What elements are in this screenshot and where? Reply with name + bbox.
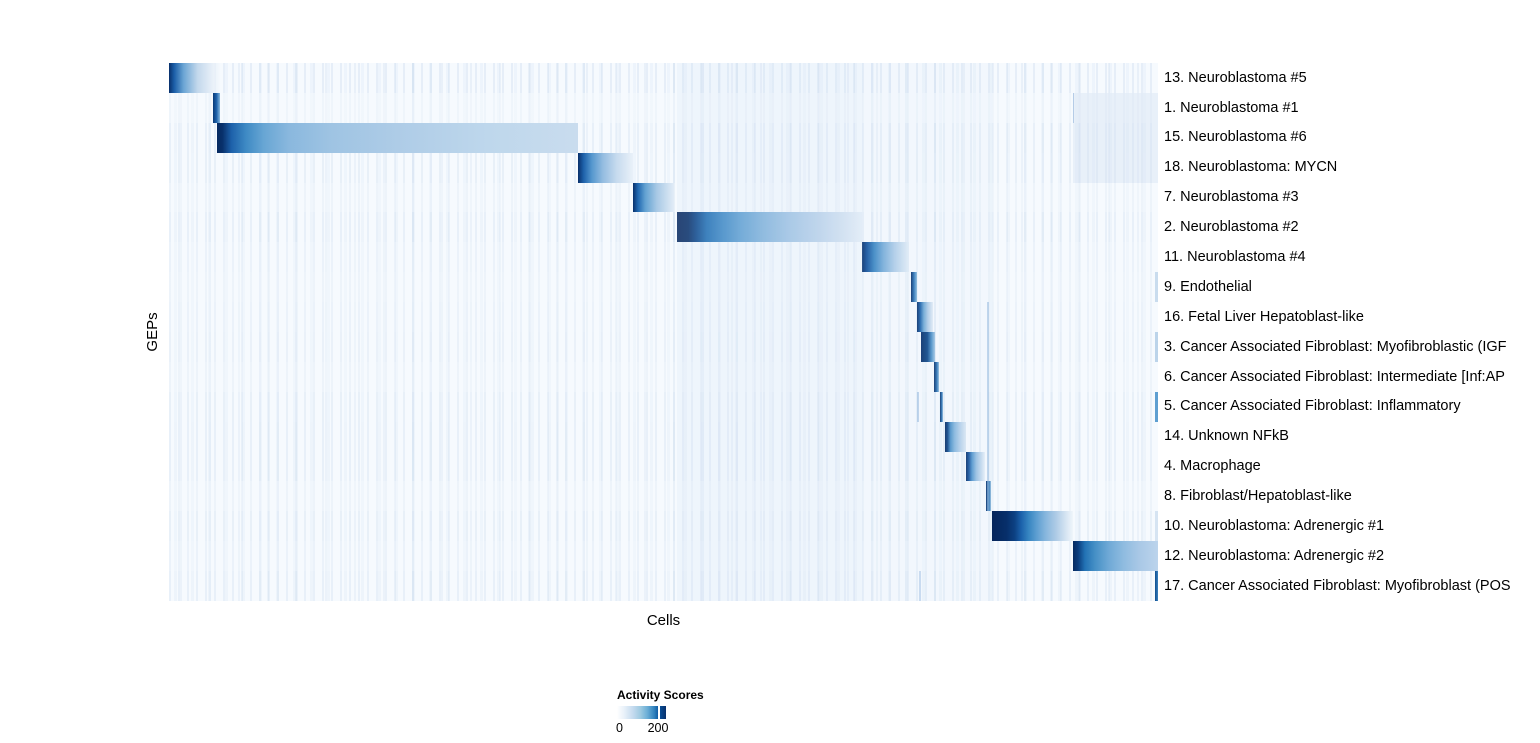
edge-accent-cell — [1154, 272, 1158, 303]
heatmap-row — [169, 332, 1158, 362]
heatmap-row — [169, 272, 1158, 303]
accent-stripe — [917, 391, 920, 422]
activity-block — [965, 451, 985, 482]
activity-block — [945, 421, 967, 452]
row-label: 2. Neuroblastoma #2 — [1164, 219, 1299, 236]
row-label: 3. Cancer Associated Fibroblast: Myofibr… — [1164, 338, 1507, 355]
row-label: 1. Neuroblastoma #1 — [1164, 99, 1299, 116]
row-background-stripes — [169, 421, 1158, 452]
row-label: 17. Cancer Associated Fibroblast: Myofib… — [1164, 577, 1511, 594]
activity-block — [934, 361, 940, 392]
activity-block — [862, 242, 909, 273]
colorbar-tick-mark — [658, 706, 660, 719]
x-axis-label: Cells — [646, 612, 681, 629]
activity-block — [992, 511, 1074, 542]
legend-title: Activity Scores — [617, 688, 704, 702]
row-label: 9. Endothelial — [1164, 278, 1252, 295]
activity-block — [676, 212, 864, 243]
heatmap-plot — [169, 63, 1158, 601]
heatmap-row — [169, 481, 1158, 512]
heatmap-row — [169, 63, 1158, 93]
heatmap-row — [169, 302, 1158, 332]
edge-accent-cell — [1154, 332, 1158, 362]
row-background-stripes — [169, 63, 1158, 93]
activity-block — [578, 152, 634, 183]
colorbar-tick-labels: 0 200 — [616, 721, 669, 735]
activity-block — [1154, 571, 1158, 601]
activity-block — [213, 92, 220, 123]
heatmap-row — [169, 242, 1158, 273]
row-background-stripes — [169, 571, 1158, 601]
accent-stripe — [918, 571, 921, 601]
row-background-stripes — [169, 361, 1158, 392]
column-band-tint — [1072, 92, 1158, 183]
row-background-stripes — [169, 272, 1158, 303]
heatmap-row — [169, 182, 1158, 213]
heatmap-row — [169, 421, 1158, 452]
row-labels: 13. Neuroblastoma #5 1. Neuroblastoma #1 1… — [1164, 63, 1540, 601]
row-background-stripes — [169, 242, 1158, 273]
row-background-stripes — [169, 212, 1158, 243]
row-label: 12. Neuroblastoma: Adrenergic #2 — [1164, 547, 1385, 564]
column-band-tint — [676, 63, 864, 601]
legend-tick-min: 0 — [616, 721, 623, 735]
heatmap-row — [169, 152, 1158, 183]
heatmap-row — [169, 361, 1158, 392]
heatmap-row — [169, 122, 1158, 153]
row-label: 8. Fibroblast/Hepatoblast-like — [1164, 488, 1352, 505]
row-label: 5. Cancer Associated Fibroblast: Inflamm… — [1164, 398, 1461, 415]
row-background-stripes — [169, 481, 1158, 512]
row-background-stripes — [169, 541, 1158, 572]
column-band-tint — [863, 63, 993, 601]
row-label: 15. Neuroblastoma #6 — [1164, 129, 1307, 146]
activity-block — [169, 63, 222, 93]
heatmap-row — [169, 511, 1158, 542]
row-background-stripes — [169, 451, 1158, 482]
row-label: 4. Macrophage — [1164, 458, 1261, 475]
heatmap-row — [169, 571, 1158, 601]
heatmap-row — [169, 391, 1158, 422]
colorbar-gradient — [617, 706, 666, 719]
heatmap-row — [169, 212, 1158, 243]
activity-block — [916, 302, 933, 332]
heatmap-row — [169, 541, 1158, 572]
activity-block — [910, 272, 917, 303]
edge-accent-cell — [1154, 511, 1158, 542]
activity-block — [921, 332, 935, 362]
legend-tick-max: 200 — [647, 721, 669, 735]
accent-stripe — [1072, 92, 1075, 123]
row-label: 16. Fetal Liver Hepatoblast-like — [1164, 308, 1364, 325]
accent-stripe — [986, 302, 990, 512]
row-label: 18. Neuroblastoma: MYCN — [1164, 159, 1338, 176]
row-label: 13. Neuroblastoma #5 — [1164, 69, 1307, 86]
heatmap-row — [169, 92, 1158, 123]
row-label: 7. Neuroblastoma #3 — [1164, 189, 1299, 206]
row-label: 14. Unknown NFkB — [1164, 428, 1289, 445]
activity-block — [1072, 541, 1158, 572]
row-background-stripes — [169, 332, 1158, 362]
row-background-stripes — [169, 92, 1158, 123]
row-label: 6. Cancer Associated Fibroblast: Interme… — [1164, 368, 1505, 385]
row-label: 11. Neuroblastoma #4 — [1164, 249, 1306, 266]
activity-block — [939, 391, 944, 422]
row-background-stripes — [169, 391, 1158, 422]
row-background-stripes — [169, 152, 1158, 183]
row-label: 10. Neuroblastoma: Adrenergic #1 — [1164, 518, 1385, 535]
activity-block — [217, 122, 579, 153]
activity-block — [632, 182, 674, 213]
heatmap-row — [169, 451, 1158, 482]
row-background-stripes — [169, 302, 1158, 332]
edge-accent-cell — [1154, 391, 1158, 422]
colorbar-legend: Activity Scores 0 200 — [616, 688, 757, 735]
